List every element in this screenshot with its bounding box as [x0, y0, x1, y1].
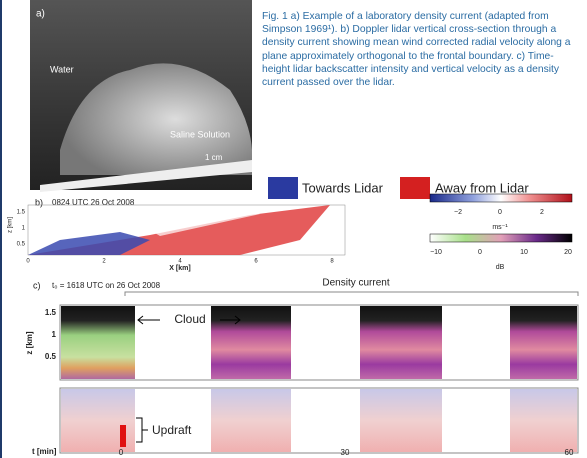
panel-label: a) — [36, 9, 45, 20]
backscatter — [61, 306, 135, 379]
bracket — [136, 417, 148, 443]
colorbar-tick: 0 — [478, 249, 482, 256]
x-tick-label: 30 — [341, 448, 350, 457]
axis-label: z [km] — [25, 331, 34, 354]
annotation: Updraft — [152, 423, 192, 437]
tank-scale — [40, 160, 252, 192]
colorbar-tick: −10 — [430, 249, 442, 256]
legend-swatch — [268, 177, 298, 199]
backscatter — [360, 306, 442, 379]
axis-label: z [km] — [8, 217, 14, 233]
photo-label: Water — [50, 64, 74, 74]
y-tick-label: 0.5 — [17, 242, 26, 248]
axis-label: X [km] — [169, 265, 190, 272]
y-tick-label: 1 — [52, 330, 57, 339]
plot-frame — [59, 304, 579, 381]
legend-label: Away from Lidar — [435, 180, 529, 195]
colorbar-tick: 0 — [498, 209, 502, 216]
y-tick-label: 1.5 — [45, 308, 57, 317]
x-tick-label: 0 — [119, 448, 124, 457]
plume — [60, 63, 252, 176]
time-label: t₀ = 1618 UTC on 26 Oct 2008 — [52, 281, 161, 290]
plot-frame — [59, 387, 579, 454]
velocity — [510, 389, 577, 452]
field — [28, 232, 150, 255]
photo-label: Saline Solution — [170, 129, 230, 139]
velocity — [211, 389, 291, 452]
legend-label: Towards Lidar — [302, 180, 384, 195]
y-tick-label: 0.5 — [45, 352, 57, 361]
arrow — [137, 315, 241, 325]
caption: Fig. 1 a) Example of a laboratory densit… — [262, 11, 571, 89]
field — [150, 210, 260, 236]
x-tick-label: 4 — [178, 259, 182, 265]
legend-swatch — [400, 177, 430, 199]
photo-label: 1 cm — [205, 153, 223, 162]
colorbar — [429, 233, 573, 243]
axis-label: t [min] — [32, 447, 57, 456]
time-label: 0824 UTC 26 Oct 2008 — [52, 198, 135, 207]
panel-label: c) — [33, 280, 41, 290]
y-tick-label: 1 — [22, 226, 26, 232]
colorbar-tick: −2 — [454, 209, 462, 216]
updraft-mark — [120, 425, 126, 447]
colorbar-tick: 10 — [520, 249, 528, 256]
annotation: Density current — [322, 278, 389, 289]
colorbar-unit: ms⁻¹ — [492, 224, 508, 231]
colorbar-unit: dB — [496, 264, 505, 271]
backscatter — [510, 306, 577, 379]
x-tick-label: 60 — [565, 448, 574, 457]
colorbar-tick: 20 — [564, 249, 572, 256]
x-tick-label: 2 — [102, 259, 106, 265]
x-tick-label: 8 — [330, 259, 334, 265]
bracket — [124, 291, 579, 296]
velocity — [360, 389, 442, 452]
colorbar-tick: 2 — [540, 209, 544, 216]
backscatter — [211, 306, 291, 379]
y-tick-label: 1.5 — [17, 210, 26, 216]
x-tick-label: 6 — [254, 259, 258, 265]
x-tick-label: 0 — [26, 259, 30, 265]
annotation: Cloud — [174, 312, 205, 326]
panel-label: b) — [35, 197, 43, 207]
colorbar — [429, 193, 573, 203]
